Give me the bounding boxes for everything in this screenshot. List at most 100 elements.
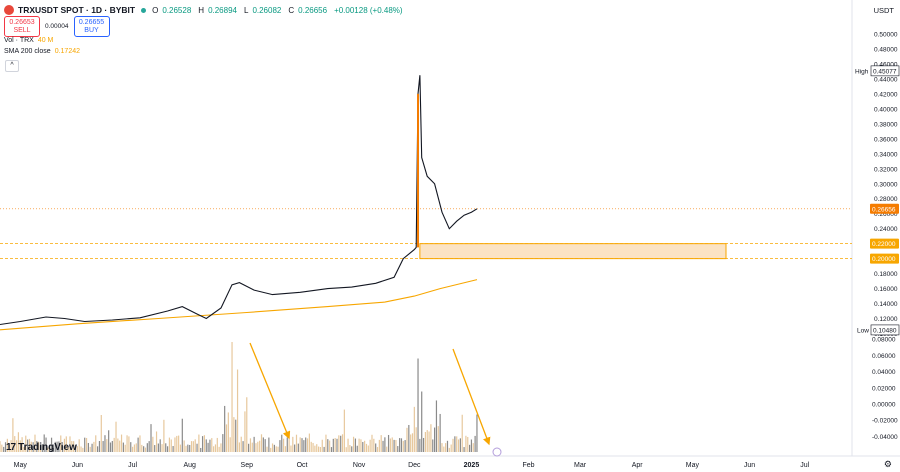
volume-bar [251, 442, 253, 452]
volume-indicator-legend[interactable]: Vol · TRX 40 M [4, 37, 53, 44]
volume-bar [349, 445, 351, 452]
volume-bar [371, 434, 373, 452]
volume-bar [457, 439, 460, 452]
volume-bar [163, 419, 165, 452]
volume-bar [422, 437, 425, 452]
volume-bar [303, 440, 305, 452]
volume-bar [295, 434, 298, 452]
volume-bar [281, 434, 283, 452]
volume-bar [6, 438, 8, 452]
volume-bar [65, 436, 67, 452]
volume-bar [286, 437, 288, 452]
volume-bar [456, 436, 458, 452]
volume-bar [38, 441, 40, 452]
volume-bar [400, 438, 403, 452]
volume-bar [50, 437, 53, 452]
volume-bar [128, 436, 130, 452]
sma-200-line [0, 279, 478, 331]
volume-bar [305, 437, 307, 452]
volume-bar [200, 447, 202, 452]
volume-bar [115, 421, 117, 452]
volume-bar [47, 447, 49, 452]
symbol-header: TRXUSDT SPOT · 1D · BYBIT O 0.26528 H 0.26… [4, 3, 406, 17]
volume-bar [17, 432, 20, 452]
volume-bar [428, 431, 430, 452]
volume-bar [439, 413, 441, 452]
y-tick-label: 0.14000 [874, 301, 898, 308]
volume-bar [87, 442, 89, 452]
volume-bar [255, 443, 257, 452]
volume-bar [448, 447, 450, 452]
volume-bar [288, 434, 290, 452]
volume-bar [109, 442, 112, 452]
volume-bar [395, 440, 397, 452]
volume-bar [297, 443, 299, 452]
volume-tick-label: -0.02000 [872, 418, 898, 425]
volume-bar [36, 441, 38, 452]
volume-bar [290, 445, 292, 452]
volume-bar [262, 437, 264, 452]
volume-bar [165, 443, 167, 452]
event-marker-icon[interactable] [492, 447, 502, 457]
volume-bar [244, 411, 246, 452]
volume-bar [308, 433, 310, 452]
volume-bar [137, 437, 139, 452]
x-tick-label: Sep [241, 462, 254, 469]
volume-bar [275, 446, 277, 452]
price-series-line [0, 75, 478, 326]
close-label: C [288, 5, 295, 15]
y-tick-label: 0.12000 [874, 316, 898, 323]
volume-bar [421, 391, 423, 452]
volume-bar [450, 444, 452, 452]
buy-button[interactable]: 0.26655 BUY [73, 16, 110, 37]
volume-bar [150, 424, 152, 452]
volume-bar [238, 442, 241, 452]
x-tick-label: Dec [408, 462, 421, 469]
volume-bar [148, 441, 150, 452]
volume-indicator-value: 40 M [37, 37, 54, 44]
currency-selector[interactable]: USDT [873, 6, 894, 15]
gear-icon[interactable]: ⚙ [883, 459, 892, 469]
volume-bar [89, 446, 91, 452]
volume-bar [183, 440, 185, 452]
volume-bar [434, 427, 436, 452]
volume-bar [454, 436, 456, 452]
volume-bar [260, 434, 263, 452]
volume-bar [446, 440, 449, 452]
y-tick-label: 0.40000 [874, 106, 898, 113]
volume-bar [356, 445, 358, 452]
volume-bar [192, 441, 194, 452]
volume-bar [341, 434, 344, 452]
level-tag-0-20: 0.20000 [872, 256, 896, 263]
volume-bar [476, 414, 478, 452]
volume-bar [10, 440, 12, 452]
trend-arrows [249, 93, 502, 457]
volume-bar [240, 436, 242, 452]
volume-indicator-label: Vol · TRX [4, 37, 34, 44]
volume-bar [170, 439, 172, 452]
sma-indicator-legend[interactable]: SMA 200 close 0.17242 [4, 48, 80, 55]
volume-bar [329, 440, 331, 452]
volume-bar [463, 447, 465, 452]
collapse-legend-chevron-up-icon[interactable]: ^ [5, 60, 19, 72]
volume-bars [0, 342, 478, 452]
volume-bar [8, 444, 10, 452]
sell-button[interactable]: 0.26653 SELL [4, 16, 40, 37]
volume-bar [12, 418, 14, 452]
volume-bar [345, 447, 347, 452]
close-value: 0.26656 [298, 5, 328, 15]
volume-bar [43, 434, 45, 452]
volume-bar [279, 440, 281, 452]
x-tick-label: 2025 [464, 462, 480, 469]
x-axis: May Jun Jul Aug Sep Oct Nov Dec 2025 Feb Mar Apr May… [14, 462, 810, 469]
y-tick-label: 0.38000 [874, 121, 898, 128]
volume-bar [411, 433, 414, 452]
volume-bar [3, 446, 5, 452]
symbol-title[interactable]: TRXUSDT SPOT · 1D · BYBIT [18, 5, 136, 15]
volume-bar [176, 435, 178, 452]
volume-bar [364, 440, 366, 452]
volume-bar [45, 437, 47, 452]
volume-bar [218, 446, 220, 452]
volume-bar [387, 434, 390, 452]
